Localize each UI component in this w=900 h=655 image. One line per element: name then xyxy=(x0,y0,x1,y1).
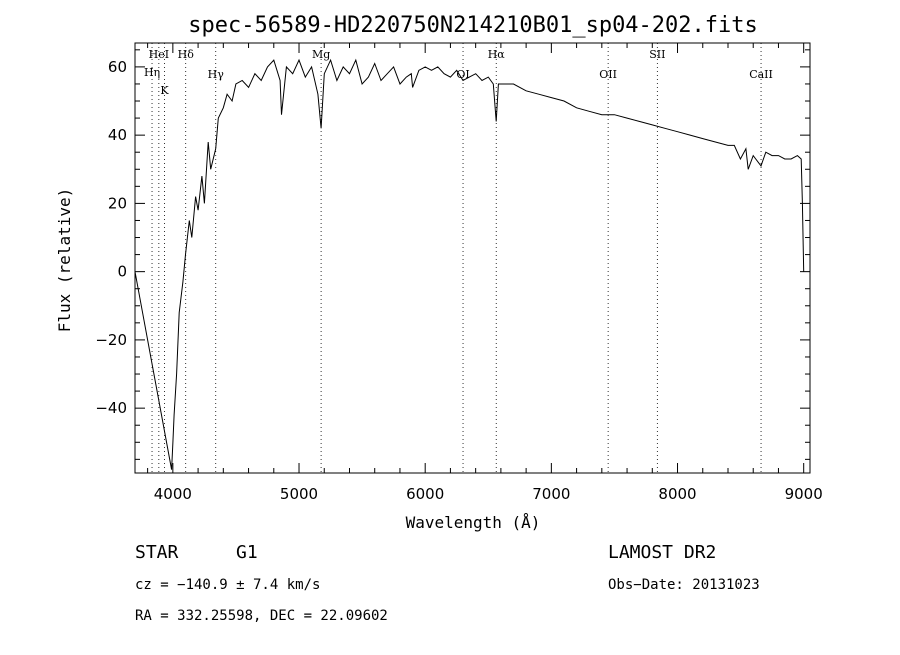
flux-line xyxy=(134,58,805,470)
object-class: STAR xyxy=(135,542,179,563)
y-tick-label: 40 xyxy=(108,126,127,144)
x-tick-label: 9000 xyxy=(785,485,823,503)
x-tick-label: 7000 xyxy=(532,485,570,503)
x-tick-label: 4000 xyxy=(154,485,192,503)
y-tick-label: 60 xyxy=(108,58,127,76)
x-axis: 4000 5000 6000 7000 8000 9000 xyxy=(147,43,823,503)
y-tick-label: 20 xyxy=(108,194,127,212)
survey-name: LAMOST DR2 xyxy=(608,542,716,563)
spectral-line-label: OI xyxy=(456,68,469,81)
spectral-line-label: Hδ xyxy=(178,48,195,61)
x-tick-label: 5000 xyxy=(280,485,318,503)
coordinates-text: RA = 332.25598, DEC = 22.09602 xyxy=(135,608,388,624)
spectral-line-label: CaII xyxy=(749,68,773,81)
x-tick-label: 8000 xyxy=(658,485,696,503)
chart-title: spec-56589-HD220750N214210B01_sp04-202.f… xyxy=(188,13,758,38)
y-tick-label: 0 xyxy=(117,263,127,281)
x-tick-label: 6000 xyxy=(406,485,444,503)
spectral-line-label: Hη xyxy=(144,66,160,79)
y-axis: −40 −20 0 20 40 60 xyxy=(95,49,810,460)
spectral-line-label: HeI xyxy=(149,48,169,61)
spectral-line-label: Hα xyxy=(488,48,506,61)
spectral-line-label: SII xyxy=(649,48,665,61)
y-tick-label: −40 xyxy=(95,399,127,417)
y-tick-label: −20 xyxy=(95,331,127,349)
flux-series xyxy=(134,58,805,470)
redshift-text: cz = −140.9 ± 7.4 km/s xyxy=(135,577,320,593)
plot-frame xyxy=(134,42,811,474)
spectral-line-label: OII xyxy=(599,68,617,81)
obs-date-text: Obs−Date: 20131023 xyxy=(608,577,760,593)
spectral-line-label: K xyxy=(160,84,169,97)
spectral-line-markers: HeI HηK Hδ Hγ Mg OI Hα OII SII CaII xyxy=(144,43,773,473)
spectral-line-label: Mg xyxy=(312,48,330,61)
x-axis-label: Wavelength (Å) xyxy=(406,513,541,532)
spectral-line-label: Hγ xyxy=(208,68,225,81)
object-subclass: G1 xyxy=(236,542,258,563)
y-axis-label: Flux (relative) xyxy=(55,188,74,333)
